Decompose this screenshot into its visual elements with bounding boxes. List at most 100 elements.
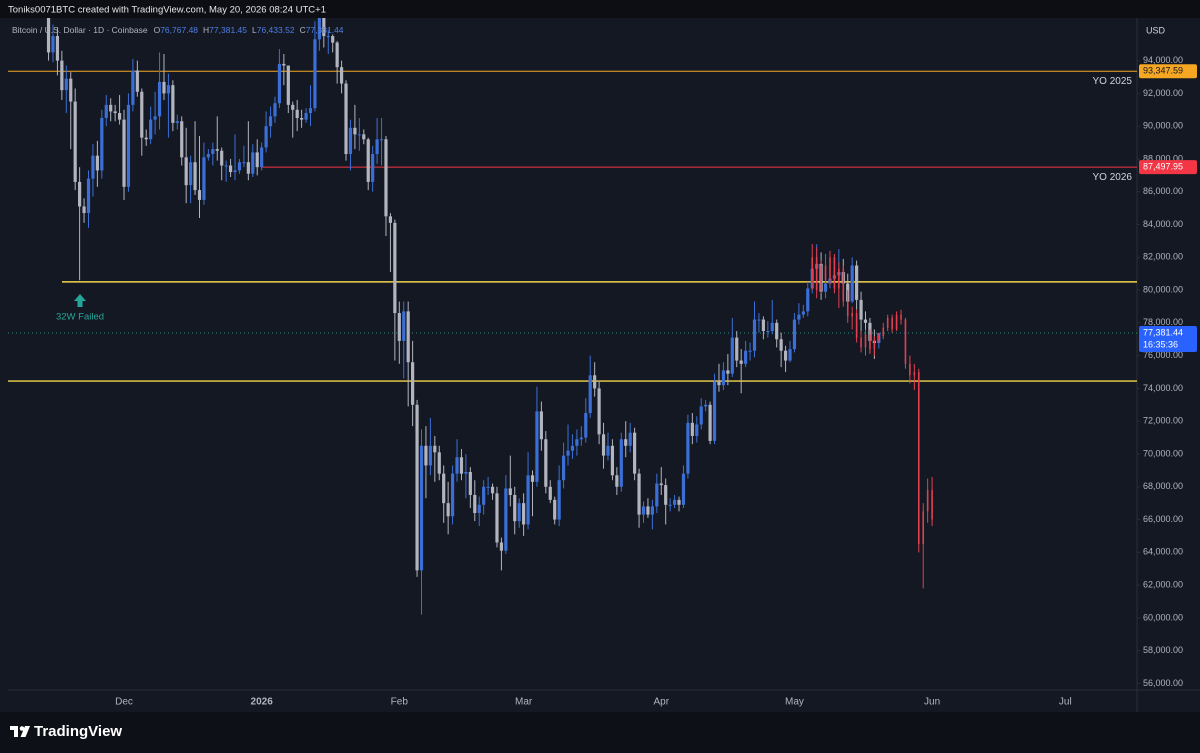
candle-body <box>206 154 210 158</box>
candle-body <box>624 439 628 446</box>
candle-body <box>242 162 246 164</box>
candle-body <box>455 457 459 474</box>
candle-body <box>78 181 82 207</box>
candle-body <box>268 116 273 127</box>
candle-body <box>815 257 818 291</box>
candle-body <box>779 339 783 351</box>
candle-body <box>411 362 415 405</box>
candle-body <box>55 36 60 61</box>
y-tick-label: 66,000.00 <box>1143 514 1183 524</box>
candle-body <box>931 490 933 520</box>
header: Toniks0071BTC created with TradingView.c… <box>8 5 326 16</box>
y-tick-label: 88,000.00 <box>1143 153 1183 163</box>
logo <box>10 726 30 737</box>
candle-body <box>900 314 902 320</box>
candle-body <box>60 60 64 91</box>
candle-body <box>379 139 384 141</box>
candle-body <box>842 268 845 302</box>
candle-body <box>584 413 588 438</box>
price-label-box <box>1139 160 1197 175</box>
candle-body <box>397 313 401 341</box>
y-tick-label: 80,000.00 <box>1143 284 1183 294</box>
candle-body <box>384 139 388 217</box>
candle-body <box>220 150 224 166</box>
candle-body <box>859 299 863 320</box>
candle-body <box>646 506 650 515</box>
candle-body <box>153 116 157 120</box>
candle-body <box>823 283 828 292</box>
candle-body <box>388 216 393 223</box>
countdown: 16:35:36 <box>1143 339 1178 349</box>
candle-body <box>659 483 663 486</box>
candle-body <box>286 65 290 105</box>
candle-body <box>717 381 721 386</box>
candle-body <box>766 331 770 333</box>
level-label: YO 2026 <box>1093 172 1133 183</box>
candle-body <box>820 265 822 291</box>
candle-body <box>864 334 867 348</box>
candle-body <box>308 108 313 114</box>
y-tick-label: 74,000.00 <box>1143 383 1183 393</box>
candle-body <box>575 439 579 446</box>
candle-body <box>895 314 898 330</box>
candle-body <box>450 473 455 517</box>
candle-body <box>886 317 889 328</box>
level-label: YO 2025 <box>1093 76 1133 87</box>
candle-body <box>393 222 397 314</box>
candle-body <box>579 437 583 440</box>
candle-body <box>797 314 801 320</box>
candle-body <box>442 473 446 504</box>
candle-body <box>801 311 805 315</box>
candle-body <box>322 18 326 37</box>
candle-body <box>833 257 836 289</box>
candle-body <box>869 334 871 350</box>
candle-body <box>677 499 681 505</box>
price-label: 93,347.59 <box>1143 66 1183 76</box>
x-tick-label: Jun <box>924 697 940 708</box>
candle-body <box>690 422 694 436</box>
last-price-label: 77,381.44 <box>1143 327 1183 337</box>
candle-body <box>788 349 792 361</box>
y-tick-label: 76,000.00 <box>1143 350 1183 360</box>
candle-body <box>273 103 277 117</box>
candle-body <box>597 388 601 435</box>
candle-body <box>499 542 504 551</box>
candle-body <box>726 370 730 374</box>
candle-body <box>561 455 566 481</box>
price-label-box <box>1139 64 1197 79</box>
candle-body <box>464 472 468 474</box>
ohlc-value: 77,381.44 <box>306 25 344 35</box>
candle-body <box>775 322 779 340</box>
candle-body <box>917 372 920 545</box>
candle-body <box>641 506 646 515</box>
candle-body <box>406 311 410 363</box>
candle-body <box>721 370 726 386</box>
y-tick-label: 90,000.00 <box>1143 121 1183 131</box>
candle-body <box>344 83 348 155</box>
candle-body <box>113 111 117 114</box>
y-tick-label: 86,000.00 <box>1143 186 1183 196</box>
candle-body <box>851 313 853 317</box>
y-tick-label: 64,000.00 <box>1143 547 1183 557</box>
candle-body <box>295 109 299 118</box>
x-tick-label: Feb <box>391 697 409 708</box>
candle-body <box>806 288 810 312</box>
candle-body <box>246 162 250 174</box>
candle-body <box>508 488 512 495</box>
candle-body <box>539 411 543 440</box>
candle-body <box>104 104 108 118</box>
ohlc-name: O <box>154 25 161 35</box>
candle-body <box>166 85 171 94</box>
candle-body <box>695 424 699 436</box>
candle-body <box>712 381 717 441</box>
candle-body <box>264 126 268 148</box>
candle-body <box>829 257 831 281</box>
candle-body <box>237 162 242 171</box>
candle-body <box>850 265 854 302</box>
candle-body <box>260 147 264 168</box>
candle-body <box>82 206 86 214</box>
candle-body <box>224 165 228 167</box>
candle-body <box>215 149 219 151</box>
ohlc-value: 77,381.45 <box>209 25 247 35</box>
